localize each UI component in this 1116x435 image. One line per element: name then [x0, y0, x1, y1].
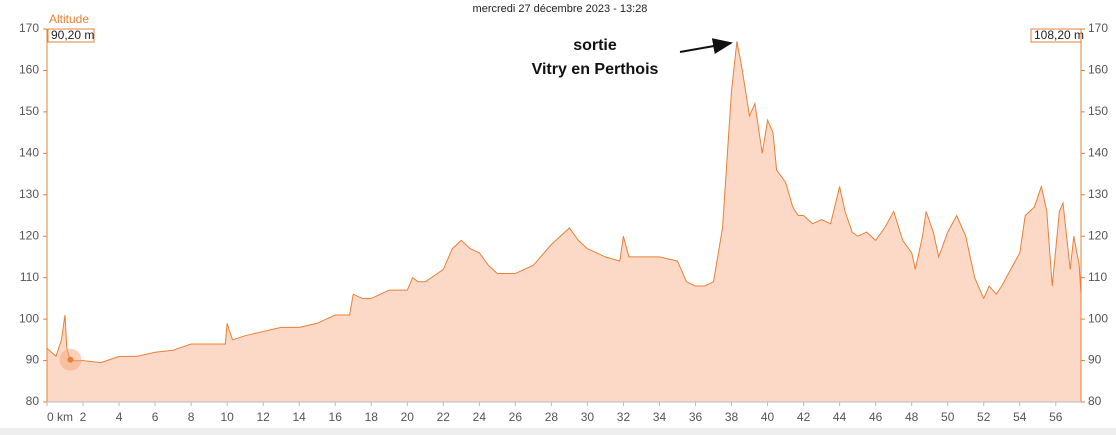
x-tick-label: 16 — [329, 410, 343, 424]
annotation: Vitry en Perthois — [532, 61, 659, 78]
y-tick-label: 130 — [19, 187, 39, 201]
scrollbar — [0, 428, 1116, 435]
x-tick-label: 54 — [1013, 410, 1027, 424]
x-tick-label: 40 — [761, 410, 775, 424]
x-tick-label: 8 — [188, 410, 195, 424]
x-tick-label: 56 — [1049, 410, 1063, 424]
start-label: 90,20 m — [51, 28, 94, 42]
y-tick-label: 140 — [19, 146, 39, 160]
x-tick-label: 30 — [581, 410, 595, 424]
x-tick-label: 42 — [797, 410, 811, 424]
y2-tick-label: 160 — [1088, 63, 1108, 77]
y2-tick-label: 130 — [1088, 187, 1108, 201]
x-tick-label: 18 — [365, 410, 379, 424]
x-tick-label: 24 — [473, 410, 487, 424]
x-tick-label: 26 — [509, 410, 523, 424]
x-tick-label: 14 — [293, 410, 307, 424]
x-tick-label: 34 — [653, 410, 667, 424]
x-tick-label: 4 — [116, 410, 123, 424]
area — [47, 41, 1081, 403]
x-tick-label: 52 — [977, 410, 991, 424]
x-tick-label: 28 — [545, 410, 559, 424]
x-tick-label: 10 — [220, 410, 234, 424]
y-tick-label: 100 — [19, 311, 39, 325]
x-tick-label: 2 — [80, 410, 87, 424]
y-tick-label: 90 — [26, 353, 40, 367]
y-tick-label: 120 — [19, 228, 39, 242]
x-tick-label: 48 — [905, 410, 919, 424]
y2-tick-label: 80 — [1088, 394, 1102, 408]
x-tick-label: 46 — [869, 410, 883, 424]
end-label: 108,20 m — [1034, 28, 1084, 42]
y-tick-label: 170 — [19, 21, 39, 35]
x-tick-label: 6 — [152, 410, 159, 424]
x-tick-label: 12 — [256, 410, 270, 424]
x-tick-label: 44 — [833, 410, 847, 424]
y2-tick-label: 90 — [1088, 353, 1102, 367]
annotation-arrow — [679, 38, 733, 55]
y-tick-label: 80 — [26, 394, 40, 408]
x-tick-label: 0 km — [47, 410, 73, 424]
x-tick-label: 22 — [437, 410, 451, 424]
y2-tick-label: 120 — [1088, 228, 1108, 242]
y-tick-label: 150 — [19, 104, 39, 118]
x-tick-label: 20 — [401, 410, 415, 424]
x-tick-label: 50 — [941, 410, 955, 424]
annotation: sortie — [573, 37, 617, 54]
x-tick-label: 36 — [689, 410, 703, 424]
y-axis-label: Altitude — [49, 12, 89, 26]
y-tick-label: 160 — [19, 63, 39, 77]
x-tick-label: 32 — [617, 410, 631, 424]
y2-tick-label: 100 — [1088, 311, 1108, 325]
cursor-point — [67, 356, 74, 363]
y2-tick-label: 170 — [1088, 21, 1108, 35]
x-tick-label: 38 — [725, 410, 739, 424]
y2-tick-label: 150 — [1088, 104, 1108, 118]
y2-tick-label: 110 — [1088, 270, 1107, 284]
start-label-box — [47, 28, 95, 43]
y-tick-label: 110 — [20, 270, 39, 284]
chart-title: mercredi 27 décembre 2023 - 13:28 — [473, 3, 648, 15]
y2-tick-label: 140 — [1088, 146, 1108, 160]
line — [46, 41, 1082, 364]
